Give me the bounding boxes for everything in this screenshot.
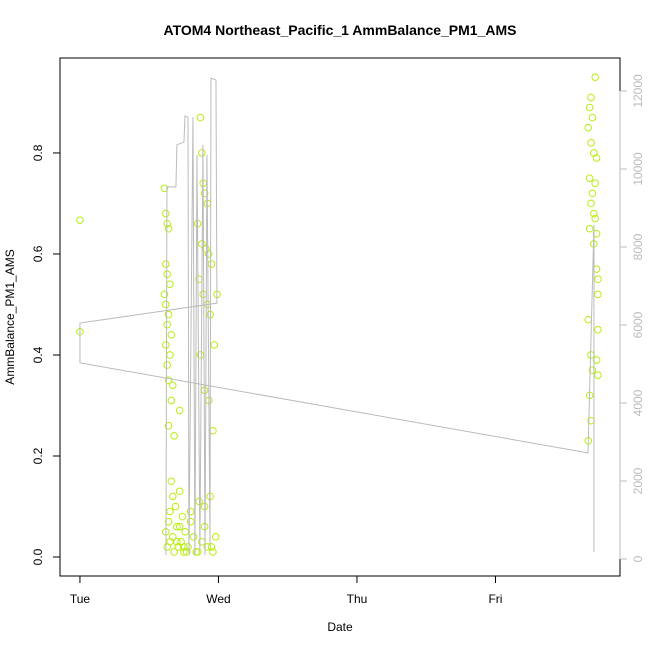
point — [167, 330, 176, 339]
point — [591, 179, 600, 188]
point — [584, 123, 593, 132]
point — [162, 260, 170, 268]
point — [588, 113, 597, 122]
x-tick-label: Wed — [206, 592, 230, 606]
point — [587, 199, 595, 208]
point — [175, 487, 184, 496]
point — [173, 522, 181, 531]
point — [209, 548, 217, 556]
y2-tick-label: 8000 — [631, 233, 645, 260]
point — [203, 543, 212, 551]
point — [175, 522, 184, 531]
point — [587, 93, 595, 102]
point — [594, 325, 602, 334]
point — [591, 214, 600, 223]
y-tick-label: 0.2 — [31, 447, 45, 464]
point — [166, 507, 174, 516]
point — [592, 154, 601, 162]
point — [207, 543, 216, 551]
y2-tick-label: 10000 — [631, 152, 645, 186]
point — [170, 548, 178, 556]
point — [163, 320, 172, 329]
point — [164, 310, 173, 319]
point — [588, 189, 597, 198]
point — [164, 421, 173, 430]
point — [168, 492, 177, 501]
point — [164, 517, 173, 526]
point — [162, 341, 170, 349]
point — [204, 250, 213, 258]
point — [170, 431, 178, 440]
point — [198, 149, 206, 157]
point — [196, 113, 205, 122]
y-tick-label: 0.4 — [31, 346, 45, 363]
x-axis-label: Date — [327, 620, 353, 634]
point — [594, 275, 602, 284]
y-tick-label: 0.8 — [31, 144, 45, 161]
chart-title: ATOM4 Northeast_Pacific_1 AmmBalance_PM1… — [164, 22, 517, 38]
point — [162, 209, 170, 218]
point — [585, 174, 594, 183]
point — [186, 507, 195, 516]
point — [182, 548, 191, 556]
point — [590, 209, 598, 218]
point — [171, 502, 180, 511]
point — [585, 103, 594, 112]
point — [585, 224, 594, 233]
x-tick-label: Thu — [347, 592, 368, 606]
point — [160, 184, 169, 193]
point — [591, 73, 600, 81]
point — [168, 381, 177, 390]
point — [173, 538, 181, 546]
point — [167, 396, 176, 405]
x-tick-label: Tue — [70, 592, 91, 606]
y2-tick-label: 0 — [631, 555, 645, 562]
y-tick-label: 0.0 — [31, 548, 45, 565]
y-axis-label: AmmBalance_PM1_AMS — [3, 249, 17, 384]
y2-tick-label: 12000 — [631, 74, 645, 108]
point — [210, 341, 219, 349]
y2-tick-label: 4000 — [631, 389, 645, 416]
y2-tick-label: 6000 — [631, 311, 645, 338]
point — [184, 543, 192, 551]
point — [168, 533, 177, 541]
point — [211, 533, 220, 541]
point — [76, 216, 84, 224]
point — [180, 548, 188, 556]
point — [594, 290, 602, 299]
point — [594, 371, 602, 379]
point — [200, 189, 209, 198]
point — [209, 426, 217, 435]
point — [186, 517, 195, 526]
point — [162, 300, 170, 309]
point — [167, 477, 176, 486]
y-tick-label: 0.6 — [31, 245, 45, 262]
point — [592, 356, 601, 364]
y2-tick-label: 2000 — [631, 467, 645, 494]
point — [160, 290, 169, 299]
point — [175, 406, 184, 415]
point — [164, 376, 173, 385]
x-tick-label: Fri — [488, 592, 502, 606]
line — [79, 77, 595, 556]
point — [189, 533, 198, 541]
point — [587, 139, 595, 147]
point — [163, 361, 172, 369]
point — [164, 224, 173, 233]
point — [178, 512, 187, 521]
point — [588, 366, 597, 374]
point — [193, 548, 202, 556]
